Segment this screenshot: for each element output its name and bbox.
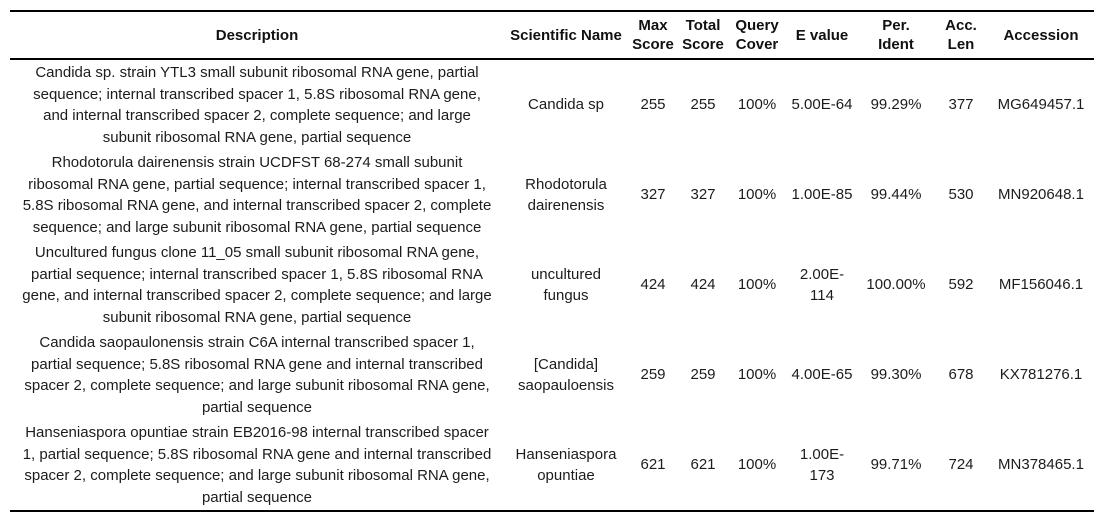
column-header-total_score: Total Score [682,17,724,53]
cell-total_score: 621 [690,456,716,474]
cell-scientific_name: uncultured fungus [530,265,602,305]
cell-accession: MN920648.1 [998,186,1084,204]
cell-scientific_name: Candida sp [528,96,604,114]
cell-max_score: 327 [640,186,666,204]
cell-acc_len: 377 [948,96,974,114]
column-header-scientific_name: Scientific Name [510,26,622,44]
cell-e_value: 4.00E-65 [791,366,853,384]
cell-accession: KX781276.1 [999,366,1083,384]
cell-accession: MF156046.1 [998,276,1084,294]
cell-e_value: 2.00E-114 [799,265,845,305]
table-header: Description Scientific Name Max Score Total… [10,11,1094,59]
column-header-per_ident: Per. Ident [878,17,914,53]
cell-e_value: 1.00E-85 [791,186,853,204]
cell-per_ident: 99.30% [870,366,922,384]
cell-scientific_name: [Candida] saopauloensis [518,355,614,395]
table-body: Candida sp. strain YTL3 small subunit ri… [10,59,1094,511]
column-header-acc_len: Acc. Len [945,17,977,53]
cell-description: Candida saopaulonensis strain C6A intern… [24,334,490,416]
table-row: Rhodotorula dairenensis strain UCDFST 68… [10,150,1094,240]
cell-per_ident: 99.44% [870,186,922,204]
table-row: Candida saopaulonensis strain C6A intern… [10,330,1094,420]
cell-accession: MG649457.1 [997,96,1085,114]
cell-per_ident: 99.71% [870,456,922,474]
cell-total_score: 259 [690,366,716,384]
cell-acc_len: 530 [948,186,974,204]
cell-total_score: 255 [690,96,716,114]
column-header-description: Description [215,26,299,44]
cell-description: Rhodotorula dairenensis strain UCDFST 68… [22,154,492,236]
table-row: Uncultured fungus clone 11_05 small subu… [10,240,1094,330]
cell-acc_len: 678 [948,366,974,384]
cell-e_value: 1.00E-173 [799,445,845,485]
cell-e_value: 5.00E-64 [791,96,853,114]
table-row: Hanseniaspora opuntiae strain EB2016-98 … [10,420,1094,511]
cell-query_cover: 100% [737,456,777,474]
cell-max_score: 259 [640,366,666,384]
cell-scientific_name: Rhodotorula dairenensis [525,175,607,215]
cell-query_cover: 100% [737,96,777,114]
cell-per_ident: 99.29% [870,96,922,114]
column-header-e_value: E value [795,26,849,44]
table-row: Candida sp. strain YTL3 small subunit ri… [10,59,1094,150]
cell-max_score: 621 [640,456,666,474]
cell-description: Uncultured fungus clone 11_05 small subu… [22,244,492,326]
cell-per_ident: 100.00% [866,276,926,294]
cell-max_score: 424 [640,276,666,294]
column-header-max_score: Max Score [632,17,674,53]
cell-scientific_name: Hanseniaspora opuntiae [515,445,617,485]
cell-acc_len: 592 [948,276,974,294]
column-header-query_cover: Query Cover [735,17,779,53]
cell-accession: MN378465.1 [998,456,1084,474]
cell-description: Candida sp. strain YTL3 small subunit ri… [33,64,481,146]
cell-total_score: 327 [690,186,716,204]
blast-results-table: Description Scientific Name Max Score Total… [10,10,1094,512]
cell-total_score: 424 [690,276,716,294]
cell-max_score: 255 [640,96,666,114]
column-header-accession: Accession [1003,26,1079,44]
cell-query_cover: 100% [737,186,777,204]
cell-query_cover: 100% [737,366,777,384]
cell-query_cover: 100% [737,276,777,294]
header-row: Description Scientific Name Max Score Total… [10,11,1094,59]
cell-description: Hanseniaspora opuntiae strain EB2016-98 … [22,424,492,506]
cell-acc_len: 724 [948,456,974,474]
